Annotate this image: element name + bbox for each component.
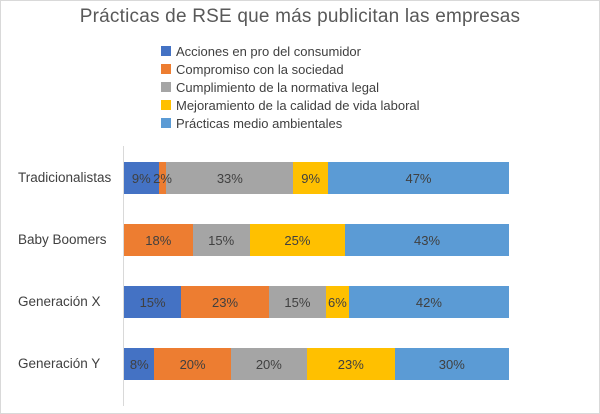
data-label: 47% (405, 170, 432, 186)
bar-segment: 33% (166, 162, 294, 194)
bar-row: 9% 2% 33% 9% 47% (124, 162, 509, 194)
bar-segment: 23% (181, 286, 269, 318)
legend-label: Cumplimiento de la normativa legal (176, 79, 380, 95)
legend-swatch (161, 100, 171, 110)
bar-segment: 20% (154, 348, 231, 380)
bar-row: 18% 15% 25% 43% (124, 224, 509, 256)
data-label: 15% (139, 294, 166, 310)
data-label: 42% (415, 294, 442, 310)
bar-segment: 30% (394, 348, 509, 380)
legend: Acciones en pro del consumidor Compromiso… (161, 42, 420, 132)
data-label: 43% (414, 232, 441, 248)
data-label: 2% (153, 170, 172, 186)
bar-segment: 15% (192, 224, 250, 256)
bar-segment: 43% (345, 224, 509, 256)
data-label: 23% (211, 294, 239, 310)
category-label: Baby Boomers (18, 232, 107, 247)
legend-label: Prácticas medio ambientales (176, 115, 343, 131)
bar-segment: 23% (306, 348, 395, 380)
data-label: 20% (179, 356, 206, 372)
data-label: 15% (284, 294, 311, 310)
legend-item: Acciones en pro del consumidor (161, 42, 420, 60)
legend-swatch (161, 46, 171, 56)
data-label: 9% (131, 170, 151, 186)
bar-segment: 8% (124, 348, 155, 380)
bar-segment: 25% (249, 224, 346, 256)
bar-segment: 9% (293, 162, 329, 194)
bar-segment: 2% (153, 162, 172, 194)
data-label: 25% (284, 232, 311, 248)
category-label: Tradicionalistas (18, 170, 112, 185)
data-label: 33% (216, 170, 243, 186)
data-label: 9% (301, 170, 321, 186)
data-label: 30% (438, 356, 465, 372)
legend-label: Compromiso con la sociedad (176, 61, 344, 77)
bar-segment: 47% (328, 162, 509, 194)
data-label: 8% (129, 356, 149, 372)
legend-item: Mejoramiento de la calidad de vida labor… (161, 96, 420, 114)
legend-item: Compromiso con la sociedad (161, 60, 420, 78)
plot-area: 9% 2% 33% 9% 47% 18% 15% 25% 43% 15% 23% 15% 6% 42% 8%… (123, 146, 509, 406)
data-label: 20% (255, 356, 282, 372)
category-label: Generación X (18, 294, 101, 309)
data-label: 18% (145, 232, 172, 248)
legend-swatch (161, 82, 171, 92)
legend-item: Prácticas medio ambientales (161, 114, 420, 132)
legend-swatch (161, 118, 171, 128)
data-label: 15% (208, 232, 235, 248)
y-axis-line (123, 146, 124, 406)
legend-item: Cumplimiento de la normativa legal (161, 78, 420, 96)
legend-label: Mejoramiento de la calidad de vida labor… (176, 97, 420, 113)
bar-segment: 42% (348, 286, 509, 318)
bar-segment: 15% (268, 286, 327, 318)
legend-label: Acciones en pro del consumidor (176, 43, 361, 59)
bar-segment: 6% (326, 286, 349, 318)
bar-segment: 20% (230, 348, 307, 380)
bar-segment: 18% (124, 224, 193, 256)
data-label: 6% (328, 294, 347, 310)
bar-segment: 9% (124, 162, 159, 194)
data-label: 23% (337, 356, 364, 372)
category-label: Generación Y (18, 356, 101, 371)
chart-title: Prácticas de RSE que más publicitan las … (79, 6, 521, 27)
legend-swatch (161, 64, 171, 74)
bar-segment: 15% (124, 286, 182, 318)
bar-row: 8% 20% 20% 23% 30% (124, 348, 509, 380)
bar-row: 15% 23% 15% 6% 42% (124, 286, 509, 318)
